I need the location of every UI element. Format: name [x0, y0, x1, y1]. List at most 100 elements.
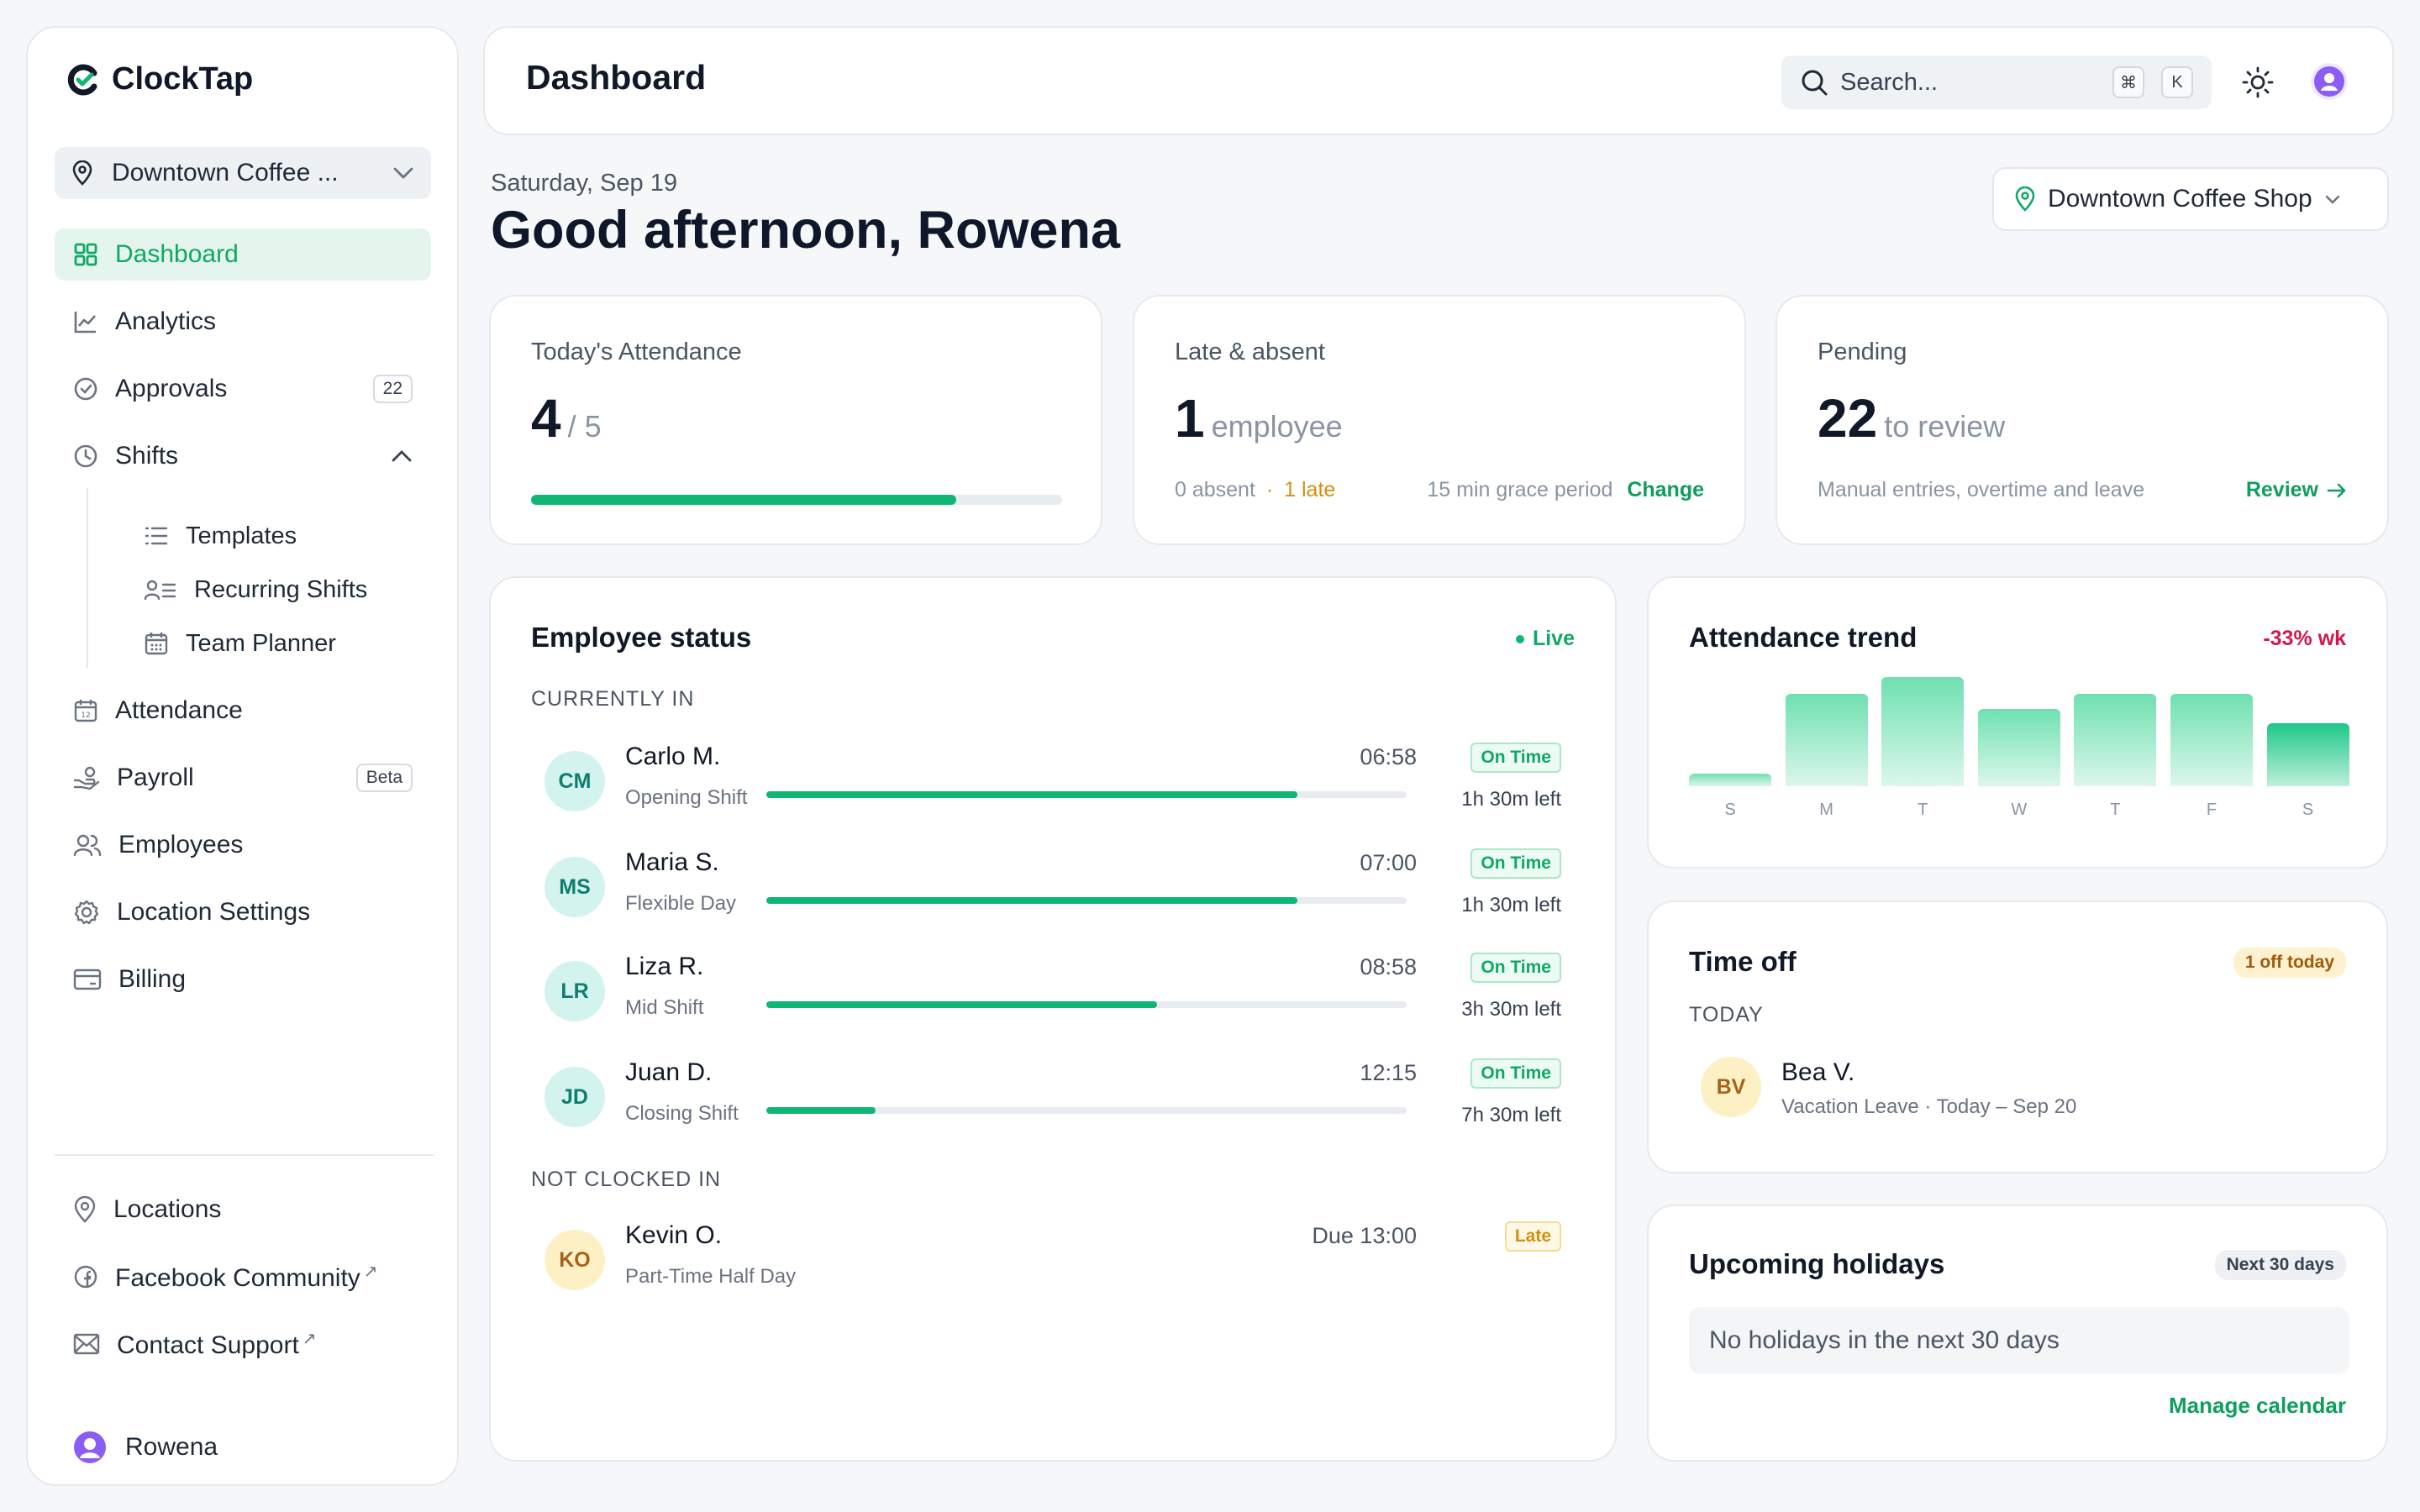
- employee-shift: Flexible Day: [625, 892, 737, 915]
- attendance-progress-fill: [531, 495, 956, 505]
- sidebar-item-label: Contact Support ↗: [117, 1328, 413, 1360]
- card-title: Employee status: [531, 622, 752, 653]
- sidebar-item-dashboard[interactable]: Dashboard: [55, 228, 431, 281]
- sidebar-item-label: Dashboard: [115, 240, 239, 268]
- leave-detail: Vacation Leave · Today – Sep 20: [1781, 1095, 2077, 1118]
- sidebar-item-employees[interactable]: Employees: [55, 819, 431, 871]
- trend-day-label: T: [1918, 801, 1928, 819]
- sidebar-subitem-team-planner[interactable]: Team Planner: [144, 622, 336, 664]
- sidebar-item-location-settings[interactable]: Location Settings: [55, 886, 431, 938]
- empty-state: No holidays in the next 30 days: [1689, 1307, 2349, 1374]
- kbd-k: K: [2161, 66, 2193, 98]
- sun-theme-toggle-icon[interactable]: [2241, 66, 2275, 99]
- map-pin-icon: [72, 160, 92, 186]
- location-select-label: Downtown Coffee ...: [112, 159, 339, 186]
- trend-day-label: S: [1724, 801, 1736, 819]
- trend-bar: [1881, 677, 1965, 786]
- live-label: Live: [1532, 627, 1575, 650]
- trend-day-label: S: [2302, 801, 2314, 819]
- employee-avatar: MS: [544, 857, 605, 917]
- page-title: Dashboard: [526, 58, 707, 97]
- chevron-up-icon[interactable]: [391, 449, 413, 464]
- time-left: 1h 30m left: [1461, 788, 1561, 811]
- grace-period: 15 min grace period Change: [1427, 478, 1704, 502]
- employee-row[interactable]: LR Liza R. Mid Shift 08:58 On Time 3h 30m lef…: [544, 953, 1561, 1037]
- sidebar-subitem-templates[interactable]: Templates: [144, 515, 297, 557]
- time-left: 3h 30m left: [1461, 998, 1561, 1021]
- card-title: Time off: [1689, 946, 1797, 977]
- location-dropdown-button[interactable]: Downtown Coffee Shop: [1992, 167, 2389, 231]
- employee-avatar: BV: [1701, 1057, 1761, 1117]
- attendance-trend-card: Attendance trend -33% wk S M T W T F S: [1647, 576, 2388, 869]
- sidebar-item-locations[interactable]: Locations: [55, 1184, 431, 1236]
- manage-calendar-link[interactable]: Manage calendar: [2169, 1393, 2346, 1418]
- search-placeholder: Search...: [1840, 68, 1939, 96]
- location-select[interactable]: Downtown Coffee ...: [55, 147, 431, 199]
- employee-name: Carlo M.: [625, 743, 721, 770]
- list-icon: [145, 527, 168, 545]
- svg-text:12: 12: [81, 711, 90, 720]
- time-off-row[interactable]: BV Bea V. Vacation Leave · Today – Sep 2…: [1701, 1057, 2339, 1124]
- trend-bar: [1785, 694, 1868, 786]
- attendance-progress-bar: [531, 495, 1062, 505]
- stat-value: 4/ 5: [531, 387, 602, 449]
- live-indicator: Live: [1515, 627, 1575, 651]
- review-link[interactable]: Review: [2246, 478, 2347, 502]
- clock-in-time: 12:15: [1360, 1060, 1417, 1085]
- sidebar-subitem-label: Recurring Shifts: [194, 575, 368, 603]
- employee-shift: Closing Shift: [625, 1102, 739, 1125]
- stat-value: 22 to review: [1818, 387, 2005, 449]
- late-unit: employee: [1211, 409, 1343, 444]
- live-dot: [1515, 634, 1524, 643]
- sidebar-item-approvals[interactable]: Approvals 22: [55, 363, 431, 415]
- sidebar-item-contact-support[interactable]: Contact Support ↗: [55, 1318, 431, 1370]
- sidebar-item-payroll[interactable]: Payroll Beta: [55, 752, 431, 804]
- sidebar-item-label: Location Settings: [117, 898, 311, 926]
- employee-name: Maria S.: [625, 848, 719, 876]
- app-logo[interactable]: ClockTap: [66, 61, 253, 97]
- search-icon: [1802, 70, 1828, 96]
- external-link-icon: ↗: [363, 1263, 378, 1281]
- sidebar-item-analytics[interactable]: Analytics: [55, 296, 431, 348]
- review-label: Review: [2245, 478, 2318, 501]
- employee-row[interactable]: JD Juan D. Closing Shift 12:15 On Time 7h 30m…: [544, 1058, 1561, 1142]
- employee-row[interactable]: MS Maria S. Flexible Day 07:00 On Time 1h 30m…: [544, 848, 1561, 932]
- beta-badge: Beta: [355, 764, 413, 792]
- current-date: Saturday, Sep 19: [491, 170, 677, 197]
- approvals-count-badge: 22: [372, 375, 413, 403]
- user-list-icon: [144, 580, 176, 601]
- sidebar-item-attendance[interactable]: 12 Attendance: [55, 685, 431, 737]
- sidebar-subitem-recurring-shifts[interactable]: Recurring Shifts: [144, 569, 367, 611]
- user-profile[interactable]: Rowena: [73, 1431, 218, 1464]
- status-badge: On Time: [1470, 1058, 1561, 1089]
- shift-progress-fill: [766, 897, 1298, 904]
- attendance-stat-card: Today's Attendance 4/ 5: [489, 295, 1102, 545]
- app-name: ClockTap: [112, 61, 254, 97]
- employee-avatar: JD: [544, 1067, 605, 1127]
- employee-name: Liza R.: [625, 953, 704, 980]
- hand-coin-icon: [73, 766, 100, 790]
- employee-row[interactable]: CM Carlo M. Opening Shift 06:58 On Time 1h 30…: [544, 743, 1561, 827]
- header-avatar-icon[interactable]: [2309, 61, 2349, 102]
- employee-avatar: LR: [544, 961, 605, 1021]
- chevron-down-icon: [2325, 195, 2339, 204]
- sidebar-item-label: Locations: [113, 1195, 222, 1223]
- sidebar-item-billing[interactable]: Billing: [55, 953, 431, 1005]
- external-link-icon: ↗: [302, 1330, 317, 1348]
- stat-label: Pending: [1818, 339, 1907, 365]
- search-input[interactable]: Search... ⌘ K: [1781, 55, 2212, 109]
- off-today-badge: 1 off today: [2233, 948, 2346, 978]
- contact-support-label: Contact Support: [117, 1331, 299, 1359]
- sidebar-item-label: Employees: [118, 831, 244, 858]
- change-grace-link[interactable]: Change: [1627, 478, 1704, 501]
- shift-progress-bar: [766, 897, 1407, 904]
- sidebar: ClockTap Downtown Coffee ... Dashboard A…: [26, 26, 459, 1486]
- sidebar-item-facebook-community[interactable]: Facebook Community ↗: [55, 1251, 431, 1303]
- employee-name: Juan D.: [625, 1058, 713, 1086]
- employee-row-not-clocked[interactable]: KO Kevin O. Part-Time Half Day Due 13:00…: [544, 1221, 1561, 1305]
- sidebar-item-shifts[interactable]: Shifts: [55, 430, 431, 482]
- arrow-right-icon: [2327, 483, 2346, 497]
- clock-in-time: 08:58: [1360, 954, 1417, 979]
- employee-shift: Opening Shift: [625, 786, 748, 809]
- mail-icon: [73, 1333, 100, 1355]
